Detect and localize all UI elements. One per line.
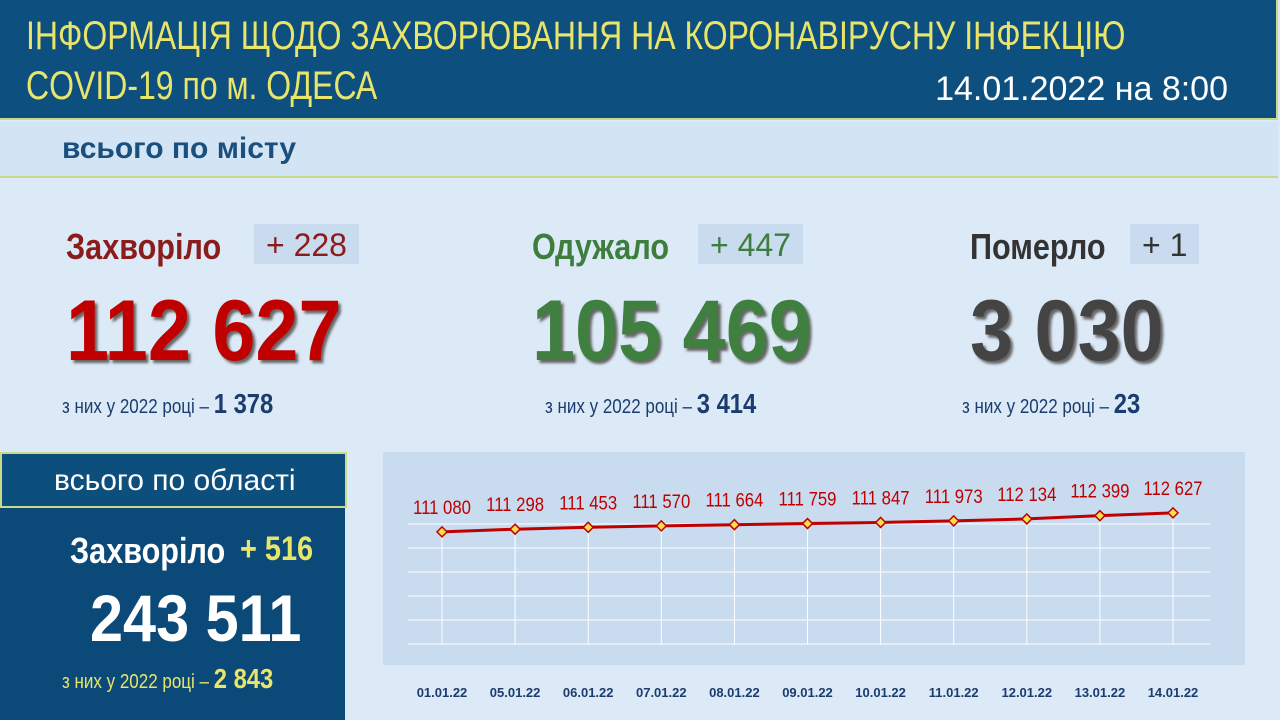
region-heading-box: всього по області [0,452,347,508]
header: ІНФОРМАЦІЯ ЩОДО ЗАХВОРЮВАННЯ НА КОРОНАВІ… [0,0,1278,120]
title: ІНФОРМАЦІЯ ЩОДО ЗАХВОРЮВАННЯ НА КОРОНАВІ… [26,14,1126,58]
marker [582,521,595,534]
city-band: всього по місту [0,122,1278,178]
value-label: 111 570 [632,491,690,512]
marker [801,517,814,530]
stat-delta: + 447 [698,224,803,264]
x-tick-label: 05.01.22 [490,685,541,700]
x-tick-label: 01.01.22 [417,685,468,700]
plot-background [383,452,1245,665]
marker [728,518,741,531]
marker [947,514,960,527]
value-label: 111 847 [852,487,910,508]
date: 14.01.2022 на 8:00 [935,70,1228,108]
stat-delta: + 228 [254,224,359,264]
note-value: 3 414 [696,388,757,419]
note-text: з них у 2022 році – [962,396,1109,418]
marker [1093,509,1106,522]
marker [1020,512,1033,525]
value-label: 112 399 [1070,481,1129,502]
stat-note: з них у 2022 році – 23 [962,388,1140,420]
marker [655,519,668,532]
region-panel: Захворіло + 516 243 511 з них у 2022 роц… [0,508,345,720]
stat-total: 112 627 [66,283,342,379]
value-label: 111 298 [486,494,544,515]
stat-label: Захворіло [66,226,222,267]
region-delta: + 516 [240,530,314,568]
x-tick-label: 13.01.22 [1075,685,1126,700]
stat-total: 105 469 [532,283,812,379]
x-tick-label: 08.01.22 [709,685,760,700]
value-label: 111 453 [559,492,617,513]
value-label: 112 627 [1143,478,1202,499]
region-label: Захворіло [70,530,226,571]
marker [1166,506,1180,519]
stat-total: 3 030 [970,283,1164,379]
title: COVID-19 по м. ОДЕСА [26,64,378,108]
value-label: 111 664 [705,490,763,511]
stat-label: Померло [970,226,1106,267]
region-heading: всього по області [54,464,296,497]
stat-delta: + 1 [1130,224,1200,264]
note-value: 2 843 [213,663,274,694]
region-note: з них у 2022 році – 2 843 [62,663,273,695]
value-label: 111 080 [413,497,471,518]
note-text: з них у 2022 році – [545,396,692,418]
value-label: 111 759 [779,489,837,510]
note-value: 23 [1113,388,1141,419]
x-tick-label: 11.01.22 [929,685,979,700]
note-value: 1 378 [213,388,274,419]
note-text: з них у 2022 році – [62,671,209,693]
note-text: з них у 2022 році – [62,396,209,418]
stat-note: з них у 2022 році – 1 378 [62,388,273,420]
city-heading: всього по місту [62,132,297,165]
stat-label: Одужало [532,226,670,267]
value-label: 111 973 [925,486,983,507]
stat-note: з них у 2022 році – 3 414 [545,388,756,420]
x-tick-label: 07.01.22 [636,685,687,700]
x-tick-label: 10.01.22 [855,685,906,700]
x-tick-label: 06.01.22 [563,685,614,700]
x-tick-label: 09.01.22 [782,685,833,700]
x-tick-label: 12.01.22 [1001,685,1052,700]
marker [509,523,522,536]
region-total: 243 511 [90,581,302,655]
line [441,511,1174,534]
marker [874,516,887,529]
x-tick-label: 14.01.22 [1148,685,1199,700]
value-label: 112 134 [997,484,1056,505]
marker [435,525,449,538]
